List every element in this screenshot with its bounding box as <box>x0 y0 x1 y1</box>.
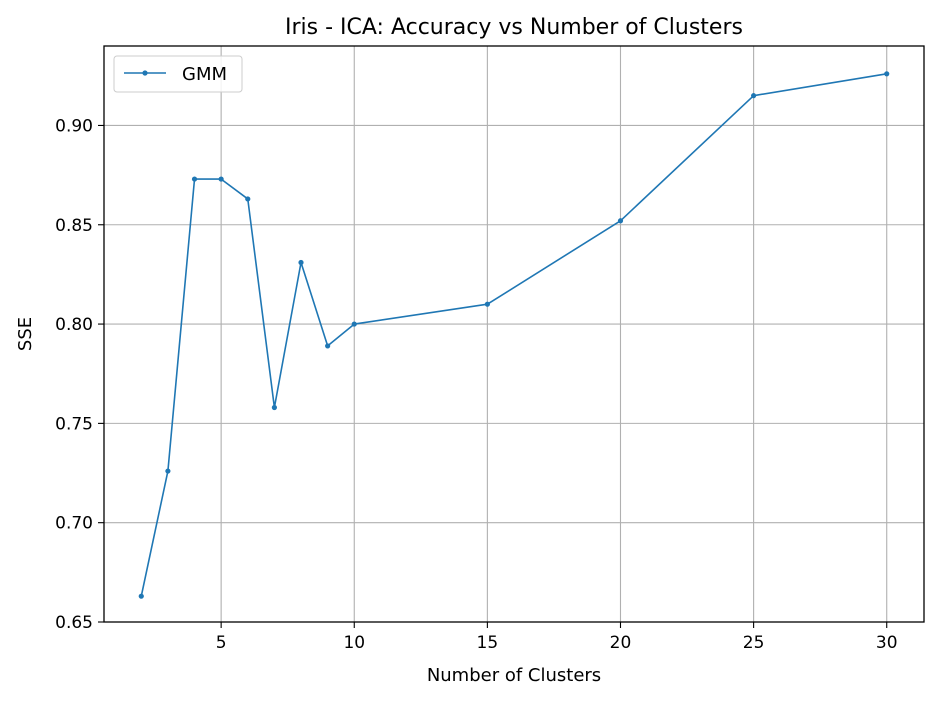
data-point <box>884 71 890 77</box>
x-tick-label: 5 <box>216 633 227 653</box>
y-tick-label: 0.85 <box>55 216 93 236</box>
grid <box>104 46 924 623</box>
data-point <box>351 321 357 327</box>
y-axis-label: SSE <box>15 317 36 351</box>
data-point <box>298 259 304 266</box>
chart-title: Iris - ICA: Accuracy vs Number of Cluste… <box>285 15 743 40</box>
data-point <box>271 404 277 411</box>
data-point <box>165 468 171 474</box>
x-tick-label: 15 <box>477 633 499 653</box>
x-tick-label: 30 <box>876 633 898 653</box>
legend-box <box>113 55 243 93</box>
data-point <box>325 343 331 349</box>
legend-label-gmm: GMM <box>182 64 227 85</box>
y-tick-label: 0.90 <box>55 116 93 136</box>
series-layer <box>138 71 890 599</box>
y-axis-ticks: 0.65 0.70 0.75 0.80 0.85 0.90 <box>55 116 104 633</box>
x-tick-label: 25 <box>743 633 765 653</box>
data-point <box>218 176 224 182</box>
x-tick-label: 10 <box>343 633 365 653</box>
data-point <box>484 301 490 307</box>
y-tick-label: 0.75 <box>55 414 93 434</box>
data-point <box>138 593 144 599</box>
data-point <box>751 93 757 99</box>
y-tick-label: 0.80 <box>55 315 93 335</box>
legend-marker-swatch <box>142 70 148 76</box>
data-point <box>245 196 251 202</box>
x-tick-label: 20 <box>610 633 632 653</box>
data-point <box>617 218 624 224</box>
x-axis-ticks: 5 10 15 20 25 30 <box>216 622 898 653</box>
legend: GMM <box>113 55 243 93</box>
x-axis-label: Number of Clusters <box>427 665 601 686</box>
data-point <box>191 176 198 182</box>
y-tick-label: 0.70 <box>55 514 93 534</box>
plot-frame <box>103 45 925 623</box>
y-tick-label: 0.65 <box>55 613 93 633</box>
